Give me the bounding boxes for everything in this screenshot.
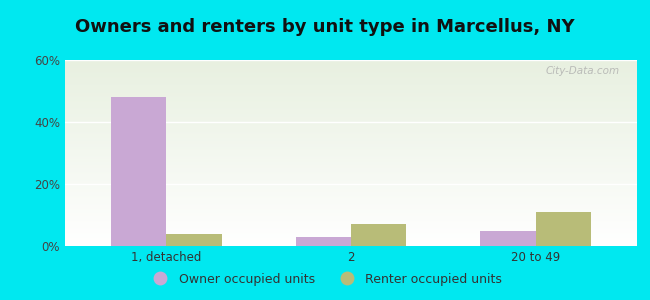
Bar [351,224,406,246]
Text: Owners and renters by unit type in Marcellus, NY: Owners and renters by unit type in Marce… [75,18,575,36]
Text: City-Data.com: City-Data.com [546,66,620,76]
Bar [166,234,222,246]
Bar [536,212,591,246]
Bar [480,230,536,246]
Bar [111,97,166,246]
Bar [296,237,351,246]
Legend: Owner occupied units, Renter occupied units: Owner occupied units, Renter occupied un… [143,268,507,291]
